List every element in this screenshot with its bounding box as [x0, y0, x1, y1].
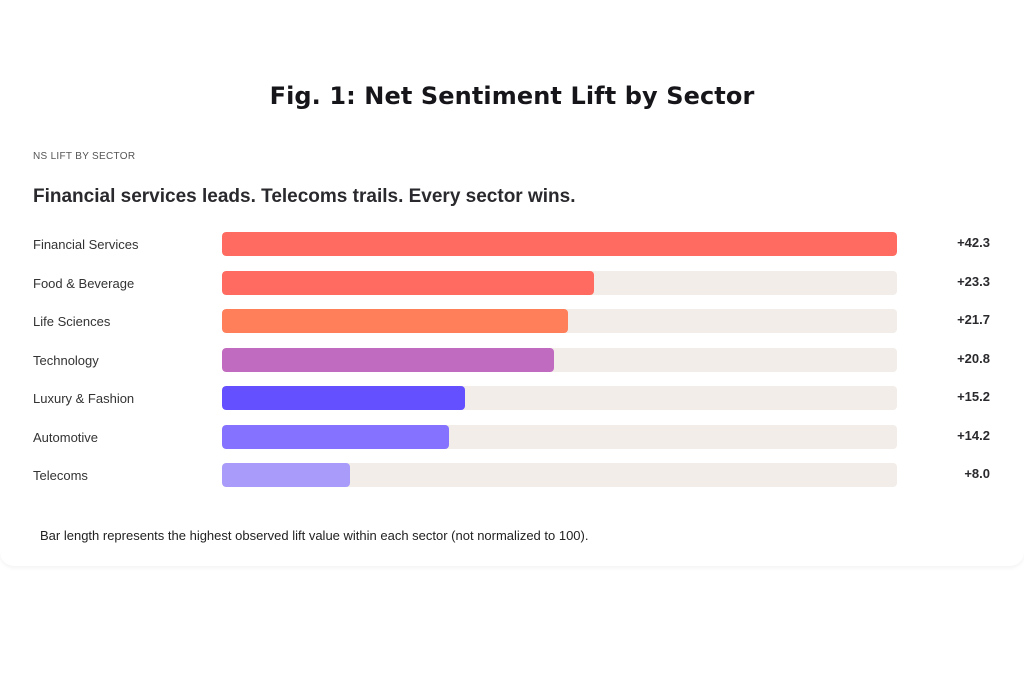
- bar: [222, 463, 350, 487]
- category-label: Luxury & Fashion: [33, 391, 135, 406]
- category-label: Technology: [33, 353, 99, 368]
- chart-card: Fig. 1: Net Sentiment Lift by Sector NS …: [0, 82, 1024, 543]
- bar: [222, 348, 554, 372]
- chart-footnote: Bar length represents the highest observ…: [40, 528, 589, 543]
- bar-row: Automotive +14.2: [0, 425, 1024, 449]
- chart-headline: Financial services leads. Telecoms trail…: [33, 186, 576, 207]
- bar: [222, 425, 449, 449]
- value-label: +8.0: [964, 466, 990, 481]
- bar-row: Life Sciences +21.7: [0, 309, 1024, 333]
- value-label: +20.8: [957, 351, 990, 366]
- category-label: Financial Services: [33, 237, 139, 252]
- bar-track: [222, 232, 897, 256]
- bar-track: [222, 271, 897, 295]
- bar-track: [222, 309, 897, 333]
- bar: [222, 232, 897, 256]
- chart-eyebrow: NS LIFT BY SECTOR: [33, 151, 136, 162]
- bar-row: Financial Services +42.3: [0, 232, 1024, 256]
- bar: [222, 386, 465, 410]
- category-label: Life Sciences: [33, 314, 111, 329]
- figure-title: Fig. 1: Net Sentiment Lift by Sector: [269, 82, 755, 110]
- bar-row: Food & Beverage +23.3: [0, 271, 1024, 295]
- bar-track: [222, 386, 897, 410]
- bar-row: Technology +20.8: [0, 348, 1024, 372]
- value-label: +42.3: [957, 235, 990, 250]
- category-label: Telecoms: [33, 468, 88, 483]
- bar: [222, 309, 569, 333]
- value-label: +15.2: [957, 389, 990, 404]
- bar-row: Luxury & Fashion +15.2: [0, 386, 1024, 410]
- bar-row: Telecoms +8.0: [0, 463, 1024, 487]
- value-label: +21.7: [957, 312, 990, 327]
- value-label: +23.3: [957, 274, 990, 289]
- bar: [222, 271, 594, 295]
- bar-track: [222, 463, 897, 487]
- value-label: +14.2: [957, 428, 990, 443]
- category-label: Automotive: [33, 430, 99, 445]
- bar-track: [222, 348, 897, 372]
- category-label: Food & Beverage: [33, 276, 135, 291]
- bar-track: [222, 425, 897, 449]
